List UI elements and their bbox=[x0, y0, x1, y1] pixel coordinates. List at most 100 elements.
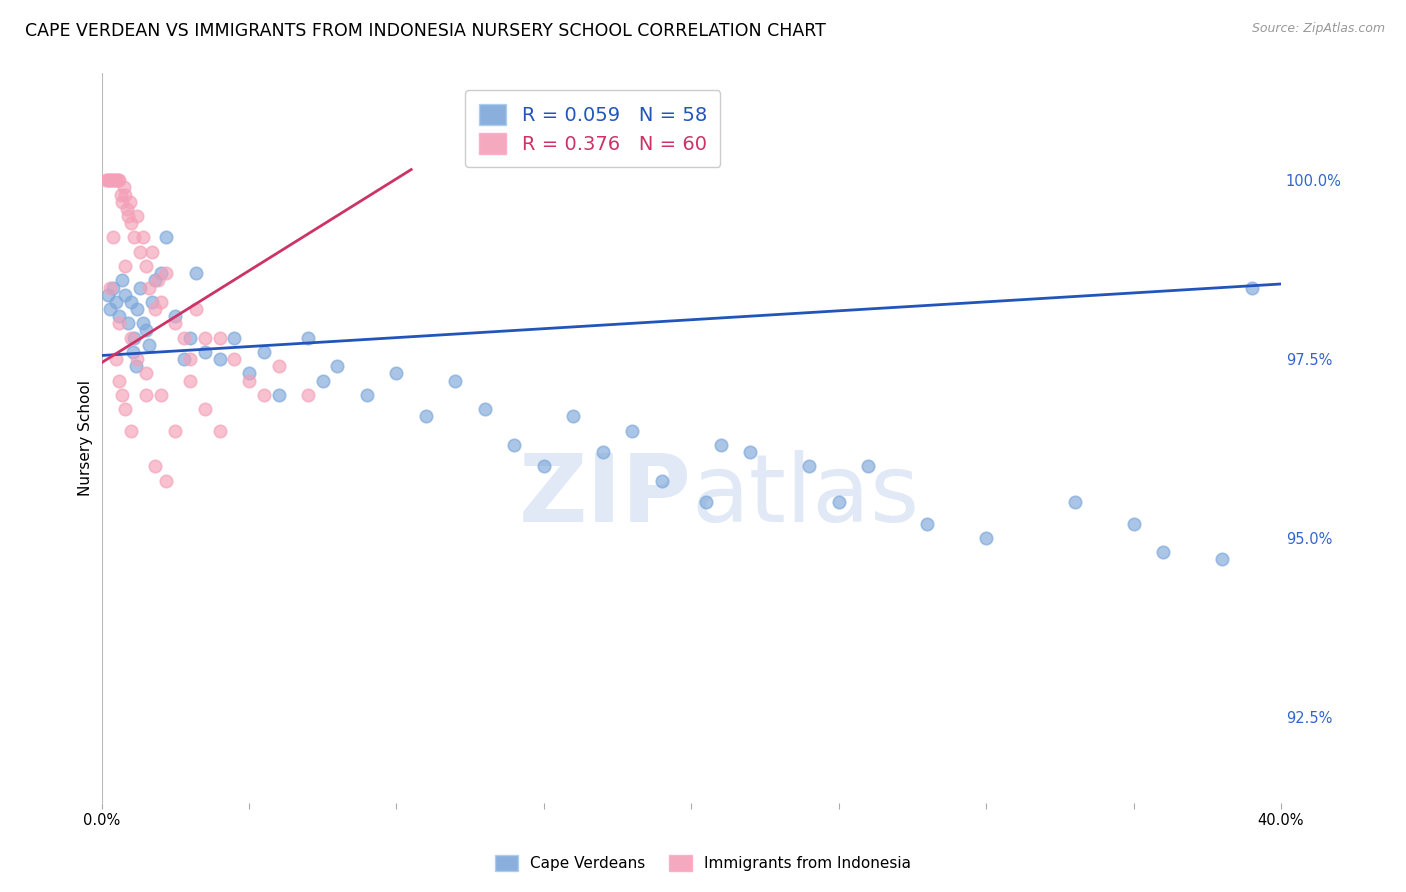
Point bbox=[253, 345, 276, 359]
Point bbox=[108, 309, 131, 323]
Legend: Cape Verdeans, Immigrants from Indonesia: Cape Verdeans, Immigrants from Indonesia bbox=[489, 849, 917, 877]
Point bbox=[179, 330, 201, 344]
Point bbox=[165, 316, 187, 330]
Point bbox=[173, 352, 195, 367]
Point bbox=[474, 402, 496, 417]
Point bbox=[651, 474, 673, 488]
Point bbox=[179, 352, 201, 367]
Point bbox=[104, 173, 127, 187]
Point bbox=[238, 374, 260, 388]
Point bbox=[111, 388, 134, 402]
Point bbox=[356, 388, 378, 402]
Point bbox=[1122, 516, 1144, 531]
Point bbox=[135, 367, 157, 381]
Point bbox=[143, 459, 166, 474]
Point bbox=[114, 259, 136, 273]
Point bbox=[120, 216, 142, 230]
Point bbox=[98, 173, 121, 187]
Point bbox=[155, 266, 177, 280]
Point bbox=[1211, 552, 1233, 566]
Point bbox=[124, 359, 146, 374]
Point bbox=[1152, 545, 1174, 559]
Point bbox=[184, 301, 207, 316]
Point bbox=[740, 445, 762, 459]
Point bbox=[135, 323, 157, 337]
Point bbox=[297, 330, 319, 344]
Point bbox=[96, 173, 118, 187]
Point bbox=[444, 374, 467, 388]
Point bbox=[799, 459, 821, 474]
Point bbox=[146, 273, 169, 287]
Point bbox=[135, 259, 157, 273]
Point bbox=[238, 367, 260, 381]
Text: Source: ZipAtlas.com: Source: ZipAtlas.com bbox=[1251, 22, 1385, 36]
Text: ZIP: ZIP bbox=[519, 450, 692, 542]
Point bbox=[105, 352, 128, 367]
Point bbox=[194, 330, 217, 344]
Point bbox=[149, 294, 172, 309]
Point bbox=[974, 531, 997, 545]
Point bbox=[96, 287, 118, 301]
Point bbox=[138, 338, 160, 352]
Point bbox=[108, 374, 131, 388]
Point bbox=[208, 330, 231, 344]
Point bbox=[312, 374, 335, 388]
Point bbox=[828, 495, 851, 509]
Point bbox=[100, 173, 122, 187]
Point bbox=[129, 280, 152, 294]
Point bbox=[120, 424, 142, 438]
Point bbox=[149, 266, 172, 280]
Point bbox=[208, 424, 231, 438]
Point bbox=[108, 173, 131, 187]
Point bbox=[115, 202, 138, 216]
Point bbox=[184, 266, 207, 280]
Y-axis label: Nursery School: Nursery School bbox=[79, 380, 93, 496]
Point bbox=[194, 402, 217, 417]
Text: atlas: atlas bbox=[692, 450, 920, 542]
Point bbox=[122, 230, 145, 244]
Point bbox=[132, 316, 155, 330]
Point bbox=[138, 280, 160, 294]
Point bbox=[120, 330, 142, 344]
Point bbox=[621, 424, 644, 438]
Point bbox=[103, 173, 125, 187]
Point bbox=[132, 230, 155, 244]
Point bbox=[415, 409, 437, 424]
Point bbox=[385, 367, 408, 381]
Point bbox=[533, 459, 555, 474]
Point bbox=[208, 352, 231, 367]
Point bbox=[117, 209, 139, 223]
Point bbox=[110, 187, 132, 202]
Point bbox=[143, 273, 166, 287]
Point bbox=[267, 388, 290, 402]
Point bbox=[1063, 495, 1085, 509]
Text: CAPE VERDEAN VS IMMIGRANTS FROM INDONESIA NURSERY SCHOOL CORRELATION CHART: CAPE VERDEAN VS IMMIGRANTS FROM INDONESI… bbox=[25, 22, 827, 40]
Point bbox=[114, 287, 136, 301]
Point bbox=[149, 388, 172, 402]
Point bbox=[224, 352, 246, 367]
Point bbox=[125, 301, 148, 316]
Point bbox=[120, 294, 142, 309]
Point bbox=[562, 409, 585, 424]
Point bbox=[125, 209, 148, 223]
Point bbox=[253, 388, 276, 402]
Point bbox=[111, 273, 134, 287]
Point bbox=[114, 187, 136, 202]
Point bbox=[121, 345, 143, 359]
Point bbox=[100, 280, 122, 294]
Point bbox=[105, 173, 128, 187]
Point bbox=[141, 244, 163, 259]
Point bbox=[915, 516, 938, 531]
Point bbox=[143, 301, 166, 316]
Point bbox=[592, 445, 614, 459]
Point bbox=[117, 316, 139, 330]
Point bbox=[129, 244, 152, 259]
Point bbox=[503, 438, 526, 452]
Point bbox=[165, 424, 187, 438]
Point bbox=[108, 316, 131, 330]
Point bbox=[122, 330, 145, 344]
Point bbox=[114, 402, 136, 417]
Legend: R = 0.059   N = 58, R = 0.376   N = 60: R = 0.059 N = 58, R = 0.376 N = 60 bbox=[465, 90, 720, 168]
Point bbox=[155, 230, 177, 244]
Point bbox=[111, 194, 134, 209]
